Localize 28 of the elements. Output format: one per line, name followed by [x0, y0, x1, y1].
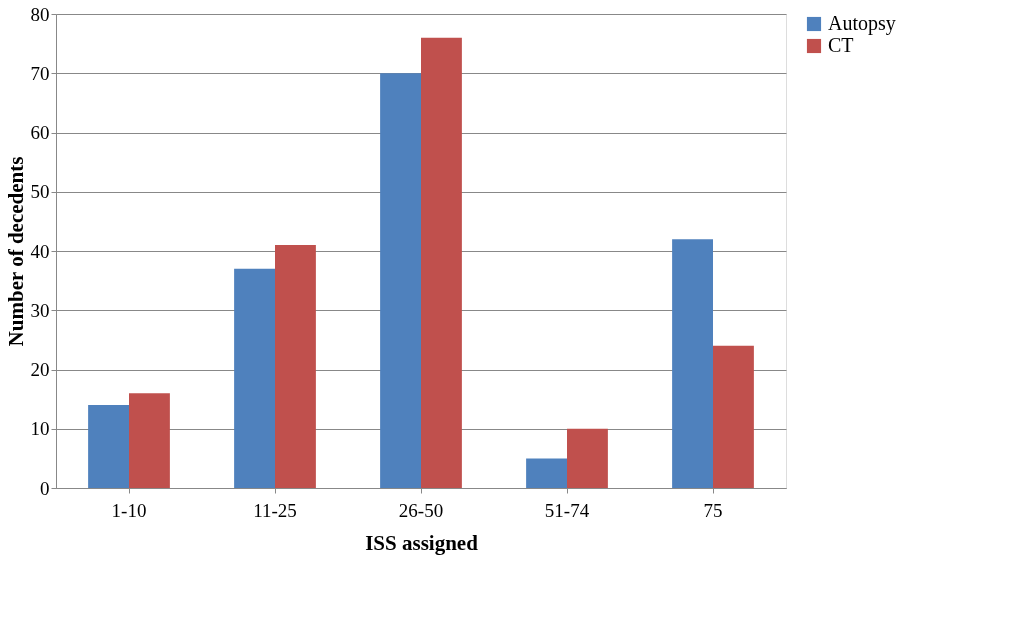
x-tick-label: 75: [703, 499, 723, 521]
legend-label: Autopsy: [828, 12, 896, 35]
y-tick-label: 0: [40, 477, 50, 499]
bar: [672, 239, 713, 488]
y-axis-title: Number of decedents: [3, 156, 28, 347]
bar: [567, 428, 608, 488]
y-tick-label: 20: [30, 359, 50, 380]
y-tick-label: 40: [30, 240, 50, 262]
bar: [380, 73, 421, 488]
y-tick-label: 70: [30, 62, 50, 84]
x-tick-label: 51-74: [544, 499, 590, 521]
x-tick-label: 1-10: [111, 499, 147, 521]
bar: [421, 37, 462, 488]
legend-label: CT: [828, 34, 854, 56]
bar: [713, 345, 754, 488]
bar: [234, 268, 275, 488]
bar: [526, 458, 567, 488]
x-axis-title: ISS assigned: [365, 530, 479, 555]
y-tick-label: 60: [30, 122, 50, 143]
bar: [88, 405, 129, 488]
y-tick-label: 10: [30, 418, 50, 440]
y-tick-label: 30: [30, 299, 50, 321]
bar: [275, 245, 316, 488]
x-tick-label: 11-25: [253, 499, 297, 521]
y-tick-label: 80: [30, 3, 50, 25]
x-tick-label: 26-50: [398, 499, 444, 521]
bar: [129, 393, 170, 488]
y-tick-label: 50: [30, 181, 50, 203]
